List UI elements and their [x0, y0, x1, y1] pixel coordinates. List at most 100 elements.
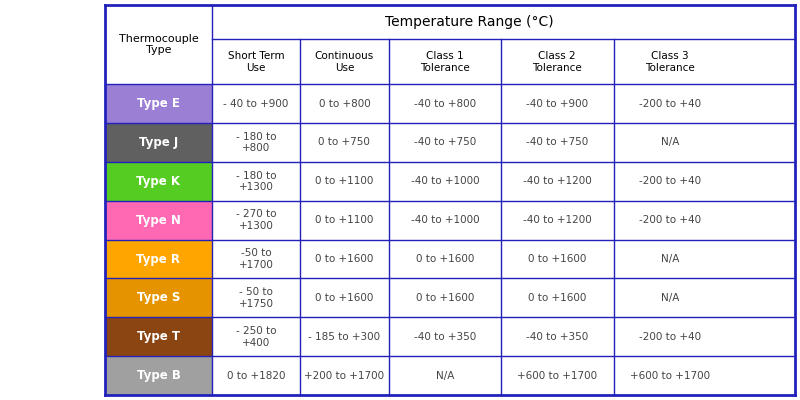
Bar: [212, 123, 300, 162]
Text: -40 to +900: -40 to +900: [526, 98, 588, 108]
Bar: [212, 201, 300, 240]
Text: N/A: N/A: [661, 254, 679, 264]
Text: -40 to +1000: -40 to +1000: [410, 176, 479, 186]
Bar: [212, 5, 726, 39]
Bar: [501, 162, 614, 201]
Text: Short Term
Use: Short Term Use: [228, 51, 285, 72]
Bar: [501, 240, 614, 278]
Bar: [300, 123, 389, 162]
Bar: [614, 39, 726, 84]
Text: Type K: Type K: [137, 175, 181, 188]
Text: 0 to +750: 0 to +750: [318, 138, 370, 148]
Text: -40 to +800: -40 to +800: [414, 98, 476, 108]
Text: Type B: Type B: [137, 369, 181, 382]
Bar: [300, 162, 389, 201]
Bar: [389, 240, 501, 278]
Text: Thermocouple
Type: Thermocouple Type: [118, 34, 198, 55]
Text: 0 to +1600: 0 to +1600: [416, 293, 474, 303]
Bar: [389, 84, 501, 123]
Text: N/A: N/A: [661, 138, 679, 148]
Text: - 185 to +300: - 185 to +300: [308, 332, 381, 342]
Text: 0 to +1600: 0 to +1600: [528, 254, 586, 264]
Text: +600 to +1700: +600 to +1700: [630, 370, 710, 380]
Bar: [105, 123, 212, 162]
Bar: [501, 356, 614, 395]
Text: Type R: Type R: [137, 252, 181, 266]
Text: -40 to +1200: -40 to +1200: [523, 176, 592, 186]
Text: - 250 to
+400: - 250 to +400: [236, 326, 276, 348]
Bar: [300, 240, 389, 278]
Text: -200 to +40: -200 to +40: [638, 98, 701, 108]
Text: 0 to +1600: 0 to +1600: [416, 254, 474, 264]
Text: -40 to +750: -40 to +750: [414, 138, 476, 148]
Bar: [614, 356, 726, 395]
Bar: [300, 84, 389, 123]
Bar: [212, 317, 300, 356]
Bar: [300, 39, 389, 84]
Bar: [212, 356, 300, 395]
Bar: [614, 84, 726, 123]
Bar: [212, 278, 300, 317]
Bar: [300, 356, 389, 395]
Bar: [105, 317, 212, 356]
Text: Type N: Type N: [136, 214, 181, 227]
Bar: [614, 123, 726, 162]
Bar: [389, 39, 501, 84]
Bar: [501, 317, 614, 356]
Text: Type T: Type T: [137, 330, 180, 343]
Bar: [614, 278, 726, 317]
Text: N/A: N/A: [661, 293, 679, 303]
Text: 0 to +1600: 0 to +1600: [315, 293, 374, 303]
Text: +600 to +1700: +600 to +1700: [518, 370, 598, 380]
Bar: [212, 84, 300, 123]
Text: Class 3
Tolerance: Class 3 Tolerance: [645, 51, 694, 72]
Bar: [389, 278, 501, 317]
Bar: [614, 240, 726, 278]
Bar: [300, 201, 389, 240]
Bar: [389, 317, 501, 356]
Text: -200 to +40: -200 to +40: [638, 176, 701, 186]
Text: -40 to +1200: -40 to +1200: [523, 215, 592, 225]
Text: Class 2
Tolerance: Class 2 Tolerance: [533, 51, 582, 72]
Bar: [105, 84, 212, 123]
Bar: [105, 5, 212, 84]
Bar: [501, 278, 614, 317]
Text: - 180 to
+1300: - 180 to +1300: [236, 170, 276, 192]
Text: 0 to +1600: 0 to +1600: [315, 254, 374, 264]
Bar: [300, 278, 389, 317]
Text: -200 to +40: -200 to +40: [638, 215, 701, 225]
Text: -40 to +750: -40 to +750: [526, 138, 589, 148]
Text: 0 to +1600: 0 to +1600: [528, 293, 586, 303]
Bar: [212, 162, 300, 201]
Bar: [501, 123, 614, 162]
Text: Type S: Type S: [137, 291, 180, 304]
Bar: [389, 201, 501, 240]
Text: Continuous
Use: Continuous Use: [315, 51, 374, 72]
Bar: [212, 39, 300, 84]
Text: 0 to +1100: 0 to +1100: [315, 176, 374, 186]
Text: -200 to +40: -200 to +40: [638, 332, 701, 342]
Bar: [389, 123, 501, 162]
Bar: [105, 356, 212, 395]
Text: 0 to +1820: 0 to +1820: [227, 370, 286, 380]
Bar: [389, 356, 501, 395]
Text: 0 to +1100: 0 to +1100: [315, 215, 374, 225]
Text: Temperature Range (°C): Temperature Range (°C): [385, 15, 554, 29]
Bar: [614, 162, 726, 201]
Text: -40 to +350: -40 to +350: [414, 332, 476, 342]
Text: -50 to
+1700: -50 to +1700: [238, 248, 274, 270]
Bar: [501, 84, 614, 123]
Text: 0 to +800: 0 to +800: [318, 98, 370, 108]
Bar: [300, 317, 389, 356]
Bar: [501, 39, 614, 84]
Text: -40 to +1000: -40 to +1000: [410, 215, 479, 225]
Bar: [501, 201, 614, 240]
Text: - 180 to
+800: - 180 to +800: [236, 132, 276, 153]
Bar: [212, 240, 300, 278]
Text: Class 1
Tolerance: Class 1 Tolerance: [420, 51, 470, 72]
Text: - 50 to
+1750: - 50 to +1750: [238, 287, 274, 309]
Bar: [105, 240, 212, 278]
Bar: [105, 201, 212, 240]
Bar: [614, 201, 726, 240]
Bar: [614, 317, 726, 356]
